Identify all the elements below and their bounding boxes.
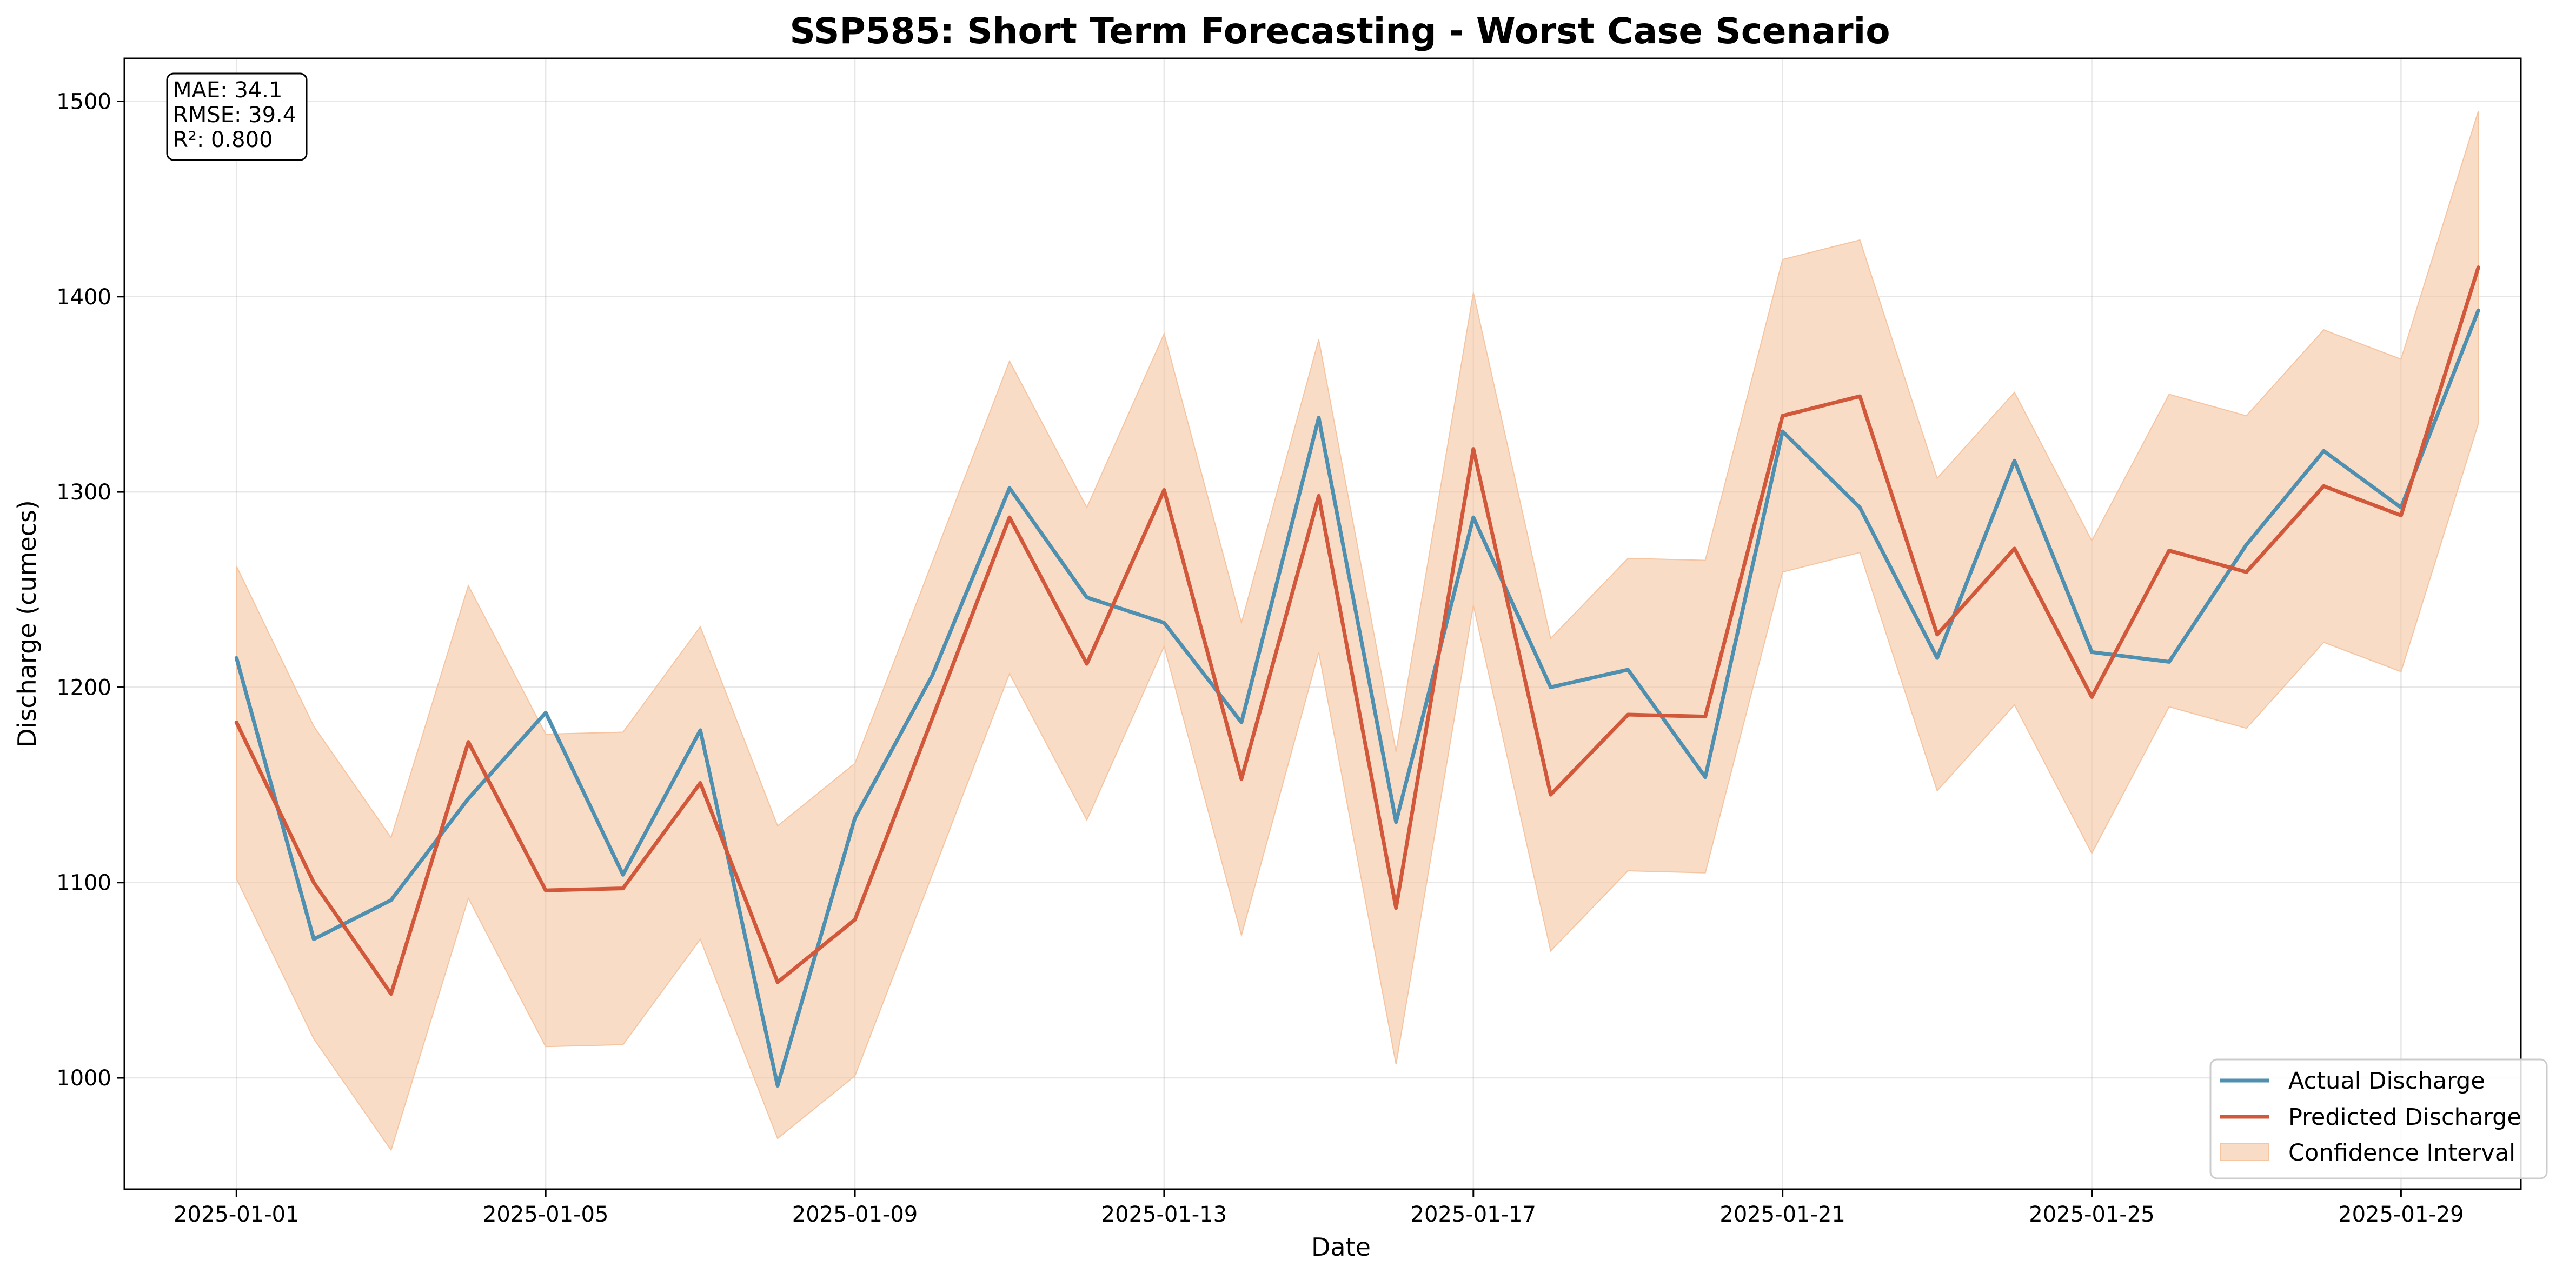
y-tick-label: 1200 <box>56 675 111 700</box>
y-tick-label: 1300 <box>56 480 111 505</box>
x-axis-label: Date <box>1311 1232 1371 1262</box>
mae-metric: MAE: 34.1 <box>173 78 282 103</box>
y-axis-label: Discharge (cumecs) <box>12 500 42 748</box>
predicted-discharge-line <box>234 265 2480 996</box>
y-tick-label: 1100 <box>56 871 111 896</box>
x-tick-label: 2025-01-25 <box>2029 1202 2154 1227</box>
actual-discharge-line <box>234 308 2480 1088</box>
confidence-band-layer <box>236 111 2479 1151</box>
x-tick-label: 2025-01-17 <box>1411 1202 1536 1227</box>
confidence-interval-band <box>236 111 2479 1151</box>
r2-metric: R²: 0.800 <box>173 128 273 152</box>
legend-ci-label: Confidence Interval <box>2288 1139 2515 1166</box>
y-tick-label: 1500 <box>56 89 111 114</box>
series-layer <box>234 265 2480 1088</box>
x-tick-label: 2025-01-09 <box>792 1202 918 1227</box>
x-tick-label: 2025-01-01 <box>174 1202 299 1227</box>
legend-actual-label: Actual Discharge <box>2288 1068 2485 1095</box>
y-axis-ticks: 1000 1100 1200 1300 1400 1500 <box>56 89 124 1091</box>
plot-area-frame <box>123 57 2522 1190</box>
metrics-box-frame <box>166 72 308 161</box>
chart-title: SSP585: Short Term Forecasting - Worst C… <box>789 10 1890 52</box>
metrics-box: MAE: 34.1 RMSE: 39.4 R²: 0.800 <box>166 72 308 161</box>
x-tick-label: 2025-01-13 <box>1101 1202 1227 1227</box>
x-axis-ticks: 2025-01-01 2025-01-05 2025-01-09 2025-01-13… <box>174 1189 2464 1227</box>
legend-ci-swatch <box>2220 1143 2269 1161</box>
legend: Actual Discharge Predicted Discharge Con… <box>2209 1058 2548 1179</box>
legend-frame <box>2209 1058 2548 1179</box>
x-tick-label: 2025-01-29 <box>2338 1202 2464 1227</box>
x-tick-label: 2025-01-05 <box>483 1202 608 1227</box>
rmse-metric: RMSE: 39.4 <box>173 103 296 128</box>
legend-predicted-label: Predicted Discharge <box>2288 1104 2521 1131</box>
x-tick-label: 2025-01-21 <box>1719 1202 1845 1227</box>
y-tick-label: 1000 <box>56 1066 111 1091</box>
y-tick-label: 1400 <box>56 285 111 310</box>
